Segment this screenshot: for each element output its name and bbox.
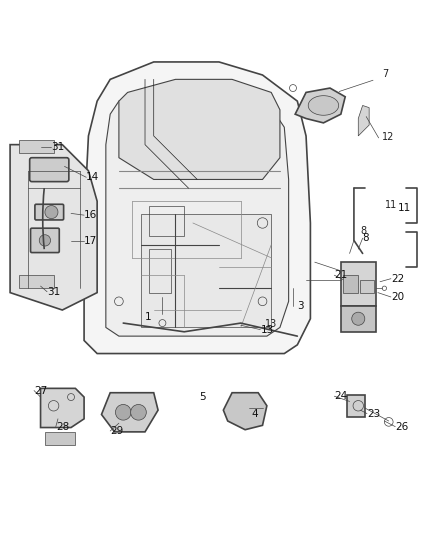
Text: 8: 8 (363, 233, 369, 243)
Text: 24: 24 (334, 391, 348, 401)
Polygon shape (347, 395, 365, 417)
Polygon shape (295, 88, 345, 123)
Text: 3: 3 (297, 301, 304, 311)
Text: 22: 22 (391, 273, 404, 284)
FancyBboxPatch shape (31, 228, 59, 253)
Polygon shape (41, 389, 84, 427)
Polygon shape (106, 88, 289, 336)
Circle shape (116, 405, 131, 420)
Polygon shape (341, 305, 376, 332)
Polygon shape (223, 393, 267, 430)
Polygon shape (141, 214, 271, 327)
Text: 1: 1 (145, 312, 152, 321)
Text: 21: 21 (334, 270, 348, 280)
Circle shape (45, 206, 58, 219)
Polygon shape (102, 393, 158, 432)
Text: 13: 13 (260, 325, 274, 335)
Text: 26: 26 (395, 422, 409, 432)
Text: 11: 11 (397, 203, 411, 213)
Text: 31: 31 (47, 287, 60, 297)
FancyBboxPatch shape (35, 204, 64, 220)
Polygon shape (341, 262, 376, 305)
Polygon shape (358, 106, 369, 136)
Circle shape (352, 312, 365, 325)
Polygon shape (45, 432, 75, 445)
Text: 13: 13 (265, 319, 277, 329)
Text: 16: 16 (84, 210, 97, 220)
Circle shape (39, 235, 50, 246)
Polygon shape (19, 140, 53, 154)
Polygon shape (10, 144, 97, 310)
Text: 27: 27 (34, 385, 47, 395)
Text: 5: 5 (199, 392, 206, 402)
Text: 20: 20 (391, 292, 404, 302)
Text: 29: 29 (110, 426, 124, 436)
Polygon shape (19, 275, 53, 288)
Polygon shape (360, 279, 374, 293)
Circle shape (131, 405, 146, 420)
Text: 14: 14 (86, 172, 99, 182)
Text: 23: 23 (367, 409, 380, 418)
Text: 28: 28 (56, 422, 69, 432)
FancyBboxPatch shape (30, 158, 69, 182)
Text: 8: 8 (360, 226, 367, 236)
Text: 12: 12 (382, 132, 395, 142)
Text: 11: 11 (385, 200, 397, 210)
Text: 17: 17 (84, 236, 97, 246)
Ellipse shape (308, 96, 339, 115)
Polygon shape (84, 62, 311, 353)
Polygon shape (119, 79, 280, 180)
Text: 4: 4 (252, 409, 258, 419)
Text: 31: 31 (51, 142, 65, 152)
Text: 7: 7 (382, 69, 389, 79)
Polygon shape (343, 275, 358, 293)
